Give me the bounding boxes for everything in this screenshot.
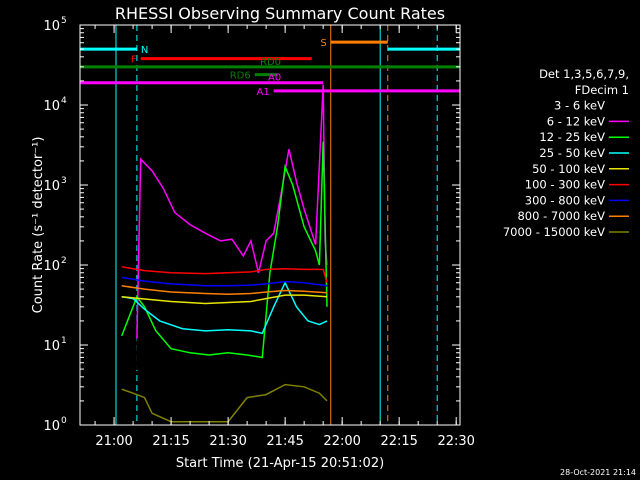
x-axis-label: Start Time (21-Apr-15 20:51:02): [176, 456, 384, 471]
series-line: [121, 383, 328, 423]
x-tick-label: 22:30: [437, 434, 474, 449]
series-line: [136, 84, 328, 339]
y-tick-label: 10: [43, 19, 60, 34]
flag-label: S: [320, 38, 326, 49]
legend-label: 3 - 6 keV: [554, 99, 605, 113]
x-tick-label: 21:45: [266, 434, 303, 449]
series-line: [121, 280, 328, 335]
series-lines: [121, 84, 328, 423]
y-tick-label: 10: [43, 179, 60, 194]
flag-label: N: [141, 45, 148, 56]
y-tick-label: 10: [43, 99, 60, 114]
legend-label: 100 - 300 keV: [525, 178, 605, 192]
y-tick-label: 10: [43, 339, 60, 354]
x-tick-label: 21:00: [95, 434, 132, 449]
y-tick-label: 10: [43, 259, 60, 274]
flag-label: F: [131, 55, 137, 66]
y-axis-label-text: Count Rate (s⁻¹ detector⁻¹): [31, 137, 46, 314]
series-line: [125, 164, 328, 370]
y-tick-exponent: 4: [61, 96, 67, 106]
footer-date: 28-Oct-2021 21:14: [560, 468, 636, 477]
legend-label: 800 - 7000 keV: [517, 209, 605, 223]
x-tick-label: 22:00: [323, 434, 360, 449]
legend-label: 7000 - 15000 keV: [503, 225, 605, 239]
legend-header: FDecim 1: [575, 83, 629, 97]
legend-label: 6 - 12 keV: [547, 114, 605, 128]
series-line: [121, 276, 328, 287]
series-line: [121, 294, 328, 305]
y-tick-exponent: 3: [61, 176, 67, 186]
y-tick-exponent: 1: [61, 336, 67, 346]
plot-frame: [79, 24, 461, 426]
legend-label: 50 - 100 keV: [532, 162, 605, 176]
y-tick-label: 10: [43, 419, 60, 434]
x-tick-label: 21:30: [209, 434, 246, 449]
x-tick-label: 22:15: [380, 434, 417, 449]
flag-label: RD0: [260, 57, 281, 68]
y-tick-exponent: 2: [61, 256, 67, 266]
series-line: [121, 141, 328, 359]
y-tick-exponent: 5: [61, 16, 67, 26]
flag-label: RD6: [230, 71, 251, 82]
flag-label: A0: [268, 73, 281, 84]
x-tick-label: 21:15: [152, 434, 189, 449]
legend-label: 300 - 800 keV: [525, 193, 605, 207]
y-tick-exponent: 0: [61, 416, 67, 426]
y-axis-label: Count Rate (s⁻¹ detector⁻¹): [31, 137, 46, 314]
legend-header: Det 1,3,5,6,7,9,: [539, 67, 629, 81]
chart-title: RHESSI Observing Summary Count Rates: [115, 4, 445, 23]
series-line: [121, 285, 328, 296]
flag-bars: NF RD0 RD6 A0 A1 S: [80, 38, 460, 98]
flag-label: A1: [257, 87, 270, 98]
legend-label: 12 - 25 keV: [539, 130, 605, 144]
legend-label: 25 - 50 keV: [539, 146, 605, 160]
series-line: [121, 266, 328, 283]
